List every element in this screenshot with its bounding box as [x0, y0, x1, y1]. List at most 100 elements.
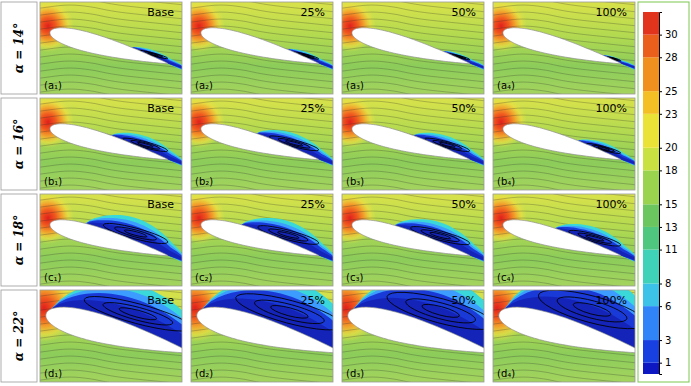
colorbar-tick: 1 — [659, 357, 671, 368]
streamline — [342, 5, 484, 19]
flow-field — [191, 2, 333, 94]
panel-frame — [342, 2, 484, 94]
colorbar-tick-mark — [659, 91, 662, 92]
streamline — [493, 101, 635, 115]
colorbar-tick: 6 — [659, 301, 671, 312]
panel-frame — [493, 290, 635, 382]
colorbar-tick-label: 11 — [665, 244, 678, 255]
airfoil-frame — [349, 112, 484, 174]
streamline — [191, 2, 333, 5]
colorbar-segment — [643, 35, 659, 58]
streamline — [191, 101, 333, 115]
panel-label: (c₁) — [44, 272, 61, 283]
colorbar-segment — [643, 204, 659, 227]
panel: 25%(c₂) — [173, 183, 343, 302]
column-label: 100% — [596, 294, 627, 307]
streamline — [191, 5, 333, 19]
airfoil — [193, 300, 333, 366]
row-label-cell — [1, 290, 37, 382]
colorbar-segment — [643, 250, 659, 284]
colorbar-tick-mark — [659, 204, 662, 205]
colorbar-tick-label: 8 — [665, 278, 671, 289]
airfoil-frame — [349, 23, 484, 78]
column-label: 50% — [452, 198, 476, 211]
colorbar-segment — [643, 340, 659, 363]
colorbar-tick-mark — [659, 57, 662, 58]
column-label: Base — [147, 102, 174, 115]
vortex-streamline — [118, 305, 157, 322]
column-label: 25% — [301, 294, 325, 307]
flow-field — [191, 194, 333, 286]
streamline — [342, 194, 484, 197]
colorbar-tick-label: 15 — [665, 199, 678, 210]
column-label: 100% — [596, 6, 627, 19]
colorbar-tick-label: 20 — [665, 142, 678, 153]
airfoil-frame — [500, 204, 635, 270]
flow-field — [342, 290, 484, 382]
panel-frame — [342, 194, 484, 286]
airfoil — [47, 119, 170, 170]
colorbar-axis: 1368111315182023252830 — [659, 13, 678, 375]
panel-label: (b₃) — [346, 176, 364, 187]
streamline — [493, 194, 635, 197]
colorbar-tick-label: 1 — [665, 357, 671, 368]
colorbar-tick: 3 — [659, 335, 671, 346]
column-label: 100% — [596, 198, 627, 211]
flow-field — [191, 98, 333, 190]
column-label: Base — [147, 294, 174, 307]
colorbar-tick: 18 — [659, 165, 678, 176]
colorbar-segment — [643, 284, 659, 307]
row-label: α = 22° — [12, 311, 26, 361]
flow-field — [40, 194, 182, 286]
panel-label: (c₄) — [497, 272, 514, 283]
panel-frame — [191, 2, 333, 94]
airfoil-frame — [47, 197, 182, 270]
streamline — [342, 98, 484, 101]
airfoil — [47, 215, 170, 266]
panel-label: (d₄) — [497, 368, 515, 379]
streamline — [40, 194, 182, 197]
row-label: α = 16° — [12, 119, 26, 169]
panel-frame — [40, 2, 182, 94]
colorbar-tick-mark — [659, 340, 662, 341]
panel: 25%(a₂) — [173, 0, 339, 110]
panel-frame — [191, 194, 333, 286]
colorbar-tick: 20 — [659, 142, 678, 153]
panel-label: (d₂) — [195, 368, 213, 379]
streamline — [191, 197, 333, 211]
airfoil-frame — [198, 110, 333, 174]
panel-label: (c₂) — [195, 272, 212, 283]
airfoil-frame — [47, 112, 182, 174]
airfoil — [349, 23, 472, 74]
panel: Base(c₁) — [22, 183, 193, 302]
colorbar-tick-mark — [659, 363, 662, 364]
vortex-streamline — [277, 231, 299, 240]
row-label-cell — [1, 194, 37, 286]
colorbar-tick-label: 3 — [665, 335, 671, 346]
colorbar-segments — [643, 12, 659, 374]
panel-frame — [40, 98, 182, 190]
panel-frame — [40, 194, 182, 286]
airfoil-frame — [193, 290, 333, 375]
figure: α = 14°α = 16°α = 18°α = 22°Base(a₁)25%(… — [0, 0, 691, 386]
panel-frame — [493, 98, 635, 190]
streamline — [40, 197, 182, 211]
colorbar-tick-mark — [659, 250, 662, 251]
panel: Base(a₁) — [22, 0, 188, 110]
streamline — [493, 5, 635, 19]
panel: 50%(a₃) — [324, 0, 490, 110]
airfoil — [500, 23, 623, 74]
colorbar-tick: 11 — [659, 244, 678, 255]
airfoil-frame — [42, 290, 182, 375]
panel: Base(b₁) — [22, 87, 190, 206]
panel-frame — [40, 290, 182, 382]
colorbar-segment — [643, 148, 659, 171]
colorbar-tick: 8 — [659, 278, 671, 289]
colorbar-segment — [643, 91, 659, 114]
airfoil-frame — [500, 23, 635, 78]
airfoil — [500, 119, 623, 170]
colorbar-segment — [643, 57, 659, 91]
streamline — [493, 197, 635, 211]
colorbar-tick-label: 25 — [665, 86, 678, 97]
colorbar-tick-mark — [659, 170, 662, 171]
